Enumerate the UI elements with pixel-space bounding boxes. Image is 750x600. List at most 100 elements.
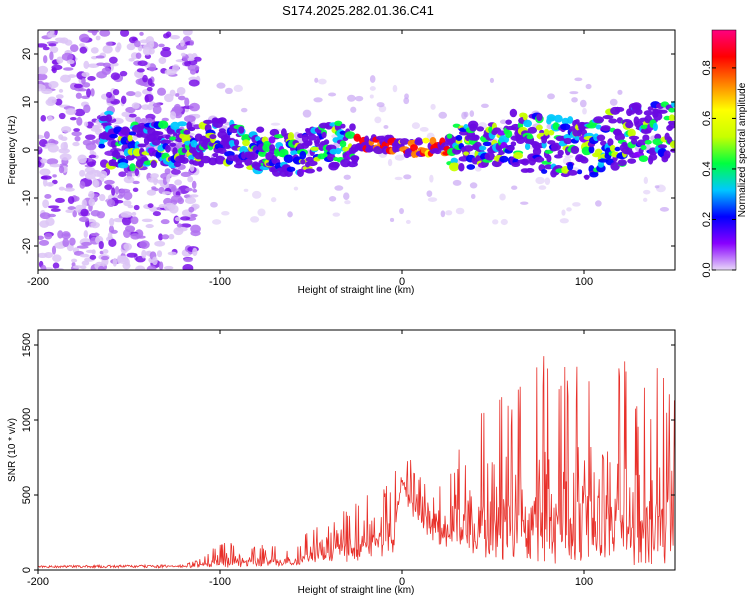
heatmap-cell	[134, 40, 141, 48]
heatmap-cell	[140, 118, 148, 124]
heatmap-cell	[609, 98, 618, 106]
heatmap-cell	[146, 86, 153, 92]
heatmap-cell	[405, 219, 411, 225]
heatmap-cell	[403, 174, 412, 180]
heatmap-cell	[617, 159, 627, 166]
heatmap-cell	[71, 131, 82, 137]
heatmap-cell	[106, 97, 111, 104]
heatmap-cell	[52, 254, 62, 262]
heatmap-cell	[49, 46, 59, 54]
heatmap-cell	[394, 176, 403, 181]
heatmap-cell	[350, 155, 359, 162]
heatmap-cell	[54, 267, 65, 270]
heatmap-cell	[96, 62, 106, 66]
heatmap-cell	[99, 194, 106, 202]
heatmap-cell	[492, 219, 499, 225]
heatmap-cell	[648, 153, 658, 161]
heatmap-cell	[63, 141, 68, 151]
heatmap-cell	[74, 108, 86, 117]
heatmap-cell	[567, 162, 574, 171]
heatmap-cell	[44, 194, 52, 199]
heatmap-cell	[254, 136, 261, 142]
heatmap-cell	[54, 37, 65, 42]
heatmap-cell	[560, 123, 571, 131]
heatmap-cell	[347, 94, 356, 102]
heatmap-cell	[314, 77, 319, 83]
snr-x-axis-label: Height of straight line (km)	[298, 585, 415, 596]
heatmap-cell	[175, 93, 180, 97]
heatmap-cell	[636, 139, 646, 147]
heatmap-cell	[588, 145, 595, 154]
heatmap-cell	[147, 203, 154, 208]
heatmap-cell	[328, 196, 337, 202]
heatmap-cell	[521, 158, 530, 166]
heatmap-cell	[142, 44, 153, 50]
heatmap-cell	[505, 129, 513, 138]
heatmap-cell	[107, 232, 113, 241]
heatmap-cell	[183, 257, 193, 263]
colorbar-tick-label: 0.2	[701, 212, 713, 227]
heatmap-cell	[145, 251, 151, 256]
heatmap-cell	[46, 41, 59, 45]
heatmap-cell	[48, 43, 57, 47]
heatmap-cell	[40, 115, 47, 122]
heatmap-cell	[609, 144, 616, 152]
heatmap-cell	[56, 56, 64, 64]
heatmap-cell	[600, 140, 607, 146]
heatmap-cell	[106, 199, 116, 207]
heatmap-cell	[177, 121, 188, 127]
heatmap-cell	[522, 113, 528, 121]
heatmap-cell	[510, 141, 517, 147]
heatmap-cell	[43, 131, 50, 140]
heatmap-cell	[411, 122, 420, 130]
heatmap-cell	[58, 88, 64, 93]
heatmap-cell	[321, 131, 327, 139]
heatmap-cell	[62, 67, 74, 71]
heatmap-cell	[83, 230, 88, 239]
heatmap-cell	[471, 134, 480, 141]
heatmap-cell	[169, 35, 180, 40]
heatmap-cell	[109, 217, 115, 227]
heatmap-cell	[88, 154, 97, 159]
heatmap-cell	[334, 120, 343, 127]
heatmap-cell	[137, 60, 148, 67]
heatmap-cell	[144, 93, 154, 103]
heatmap-cell	[65, 209, 74, 213]
heatmap-cell	[180, 223, 192, 228]
heatmap-cell	[79, 253, 90, 258]
heatmap-cell	[146, 265, 157, 270]
heatmap-cell	[300, 159, 306, 165]
colorbar-ticks: 0.0 0.2 0.4 0.6 0.8	[701, 60, 736, 278]
heatmap-cell	[120, 211, 133, 218]
y-tick-label: 0	[21, 567, 33, 573]
heatmap-cell	[90, 88, 95, 97]
heatmap-cell	[644, 139, 652, 145]
heatmap-cell	[536, 113, 543, 122]
heatmap-cell	[534, 156, 545, 163]
heatmap-cell	[127, 141, 138, 150]
heatmap-cell	[153, 177, 158, 186]
heatmap-cell	[123, 200, 132, 207]
heatmap-cell	[596, 134, 606, 142]
heatmap-cell	[520, 201, 529, 205]
heatmap-cell	[548, 129, 555, 136]
heatmap-cell	[430, 103, 436, 110]
heatmap-cell	[90, 221, 100, 229]
heatmap-cell	[543, 128, 550, 136]
heatmap-cell	[218, 117, 227, 124]
heatmap-cell	[659, 207, 670, 212]
x-tick-label: -100	[209, 576, 231, 588]
heatmap-cell	[141, 218, 153, 223]
heatmap-cell	[561, 209, 566, 216]
heatmap-cell	[63, 233, 70, 237]
heatmap-cell	[458, 130, 469, 136]
heatmap-cell	[160, 49, 172, 58]
heatmap-cell	[38, 146, 42, 151]
heatmap-cell	[607, 138, 614, 147]
heatmap-cell	[553, 114, 563, 123]
heatmap-cell	[541, 169, 548, 174]
heatmap-cell	[414, 138, 424, 146]
heatmap-cell	[595, 124, 602, 130]
heatmap-cell	[38, 252, 48, 258]
snr-line	[38, 356, 675, 570]
